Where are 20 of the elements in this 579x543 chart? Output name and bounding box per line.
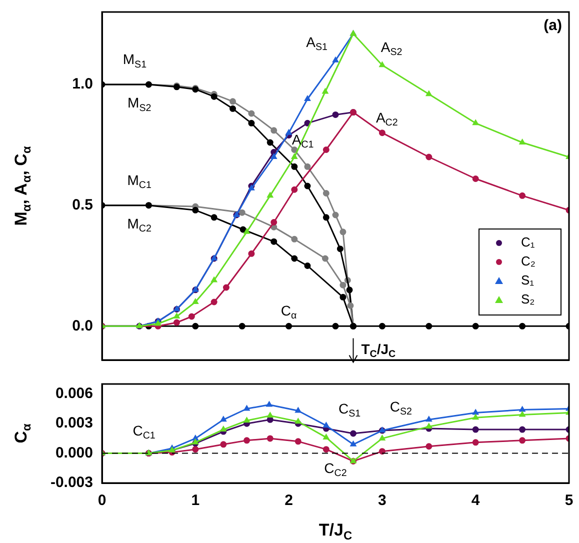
legend-label: C₂ <box>521 254 536 269</box>
x-tick-label: 1 <box>191 492 200 510</box>
annotation: (a) <box>544 17 562 34</box>
y-tick-label: 0.006 <box>55 385 93 402</box>
x-tick-label: 4 <box>471 492 480 510</box>
y-tick-label: 0.0 <box>72 317 93 334</box>
y-tick-label: 0.003 <box>55 414 93 432</box>
x-tick-label: 2 <box>284 492 293 510</box>
y-tick-label: 1.0 <box>72 76 93 93</box>
legend-label: S₂ <box>521 292 535 307</box>
x-tick-label: 3 <box>378 492 386 510</box>
y-tick-label: 0.000 <box>55 444 93 462</box>
legend-label: S₁ <box>521 272 535 288</box>
y-tick-label: -0.003 <box>50 474 93 492</box>
x-tick-label: 0 <box>98 492 106 510</box>
y-axis-title: Mα, Aα, Cα <box>12 146 34 226</box>
y-axis-title: Cα <box>12 423 34 444</box>
legend-label: C₁ <box>521 234 536 250</box>
y-tick-label: 0.5 <box>72 196 93 214</box>
x-tick-label: 5 <box>564 492 574 510</box>
